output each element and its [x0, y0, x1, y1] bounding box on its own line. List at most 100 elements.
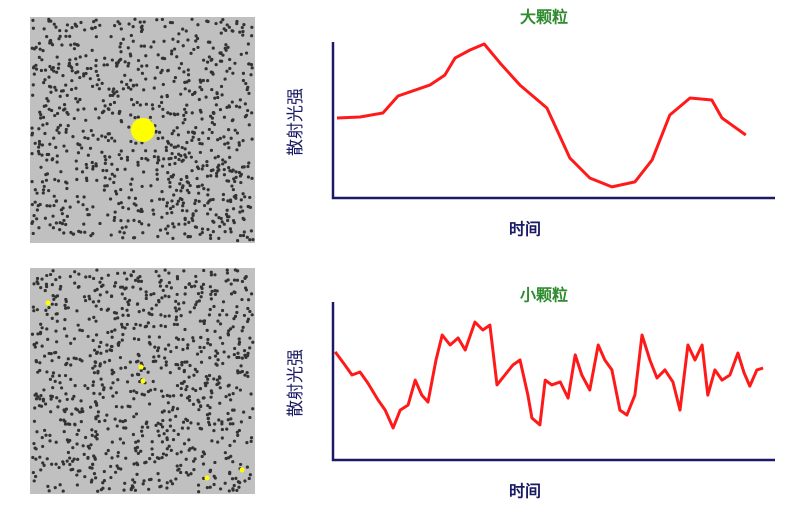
particle	[82, 72, 86, 76]
particle	[94, 58, 98, 62]
particle	[149, 293, 153, 297]
particle	[142, 479, 146, 483]
particle	[196, 36, 200, 41]
particle	[179, 62, 184, 66]
particle	[165, 447, 169, 451]
particle	[168, 180, 172, 185]
particle	[58, 483, 62, 487]
particle	[194, 126, 198, 130]
particle	[58, 287, 62, 291]
particle	[108, 177, 112, 181]
particle	[141, 482, 145, 486]
particle	[153, 387, 157, 391]
particle	[94, 476, 98, 480]
particle	[142, 88, 146, 92]
particle	[42, 27, 46, 31]
particle	[78, 469, 82, 473]
particle	[106, 330, 110, 335]
particle	[44, 433, 48, 437]
particle	[198, 404, 203, 408]
particle	[191, 402, 196, 406]
particle	[194, 34, 198, 38]
particle	[239, 205, 243, 209]
particle	[186, 68, 190, 72]
particle	[179, 189, 183, 193]
particle	[238, 105, 242, 109]
particle	[204, 374, 208, 379]
particle	[100, 383, 104, 387]
particle	[52, 297, 56, 302]
particle	[40, 180, 45, 184]
particle	[246, 351, 250, 355]
particle	[159, 70, 163, 75]
particle	[250, 25, 254, 29]
particle	[36, 395, 40, 399]
particle	[105, 349, 109, 353]
chart-title: 小颗粒	[520, 286, 568, 305]
particle	[73, 383, 77, 388]
particle	[176, 40, 180, 44]
particle	[150, 103, 154, 107]
particle	[213, 289, 217, 293]
particle	[118, 355, 123, 360]
particle	[144, 149, 148, 153]
particle	[115, 424, 119, 428]
particle	[123, 297, 127, 301]
particle	[83, 298, 88, 303]
particle	[202, 268, 206, 273]
particle	[172, 193, 176, 197]
particle	[125, 82, 129, 87]
particle	[74, 86, 78, 90]
particle	[159, 324, 163, 328]
particle	[216, 169, 220, 173]
particle	[60, 43, 64, 47]
particle	[92, 472, 97, 476]
particle	[95, 83, 99, 87]
particle	[113, 174, 117, 178]
particle	[179, 450, 183, 454]
particle	[93, 107, 98, 111]
particle	[174, 309, 178, 313]
particle	[109, 348, 114, 353]
particle	[88, 146, 93, 150]
particle	[125, 322, 129, 327]
particle	[158, 228, 163, 232]
particle	[153, 76, 157, 80]
particle	[64, 306, 68, 310]
particle	[87, 213, 91, 217]
particle	[208, 470, 212, 474]
particle	[211, 46, 215, 50]
particle	[177, 152, 181, 156]
particle	[192, 131, 196, 135]
chart-title: 大颗粒	[520, 8, 568, 27]
particle	[120, 292, 124, 296]
particle	[227, 215, 231, 219]
particle	[132, 218, 136, 222]
particle	[125, 380, 130, 384]
particle	[208, 405, 212, 410]
particle	[41, 188, 46, 192]
particle	[161, 288, 165, 293]
particle	[233, 61, 237, 65]
particle	[192, 459, 196, 463]
particle	[128, 405, 132, 409]
particle	[200, 290, 204, 295]
particle	[244, 51, 249, 55]
particle	[38, 202, 42, 207]
particle	[231, 392, 235, 396]
particle	[239, 52, 243, 56]
particle	[208, 207, 213, 211]
particle	[50, 302, 54, 306]
particle	[245, 371, 249, 375]
particle	[89, 405, 93, 409]
particle	[102, 63, 106, 67]
particle	[172, 129, 176, 133]
particle	[198, 108, 202, 112]
particle	[131, 39, 135, 43]
particle	[197, 408, 201, 412]
particle	[247, 476, 251, 481]
particle	[163, 268, 167, 272]
particle	[177, 366, 181, 370]
particle	[193, 201, 197, 206]
particle	[42, 388, 46, 392]
